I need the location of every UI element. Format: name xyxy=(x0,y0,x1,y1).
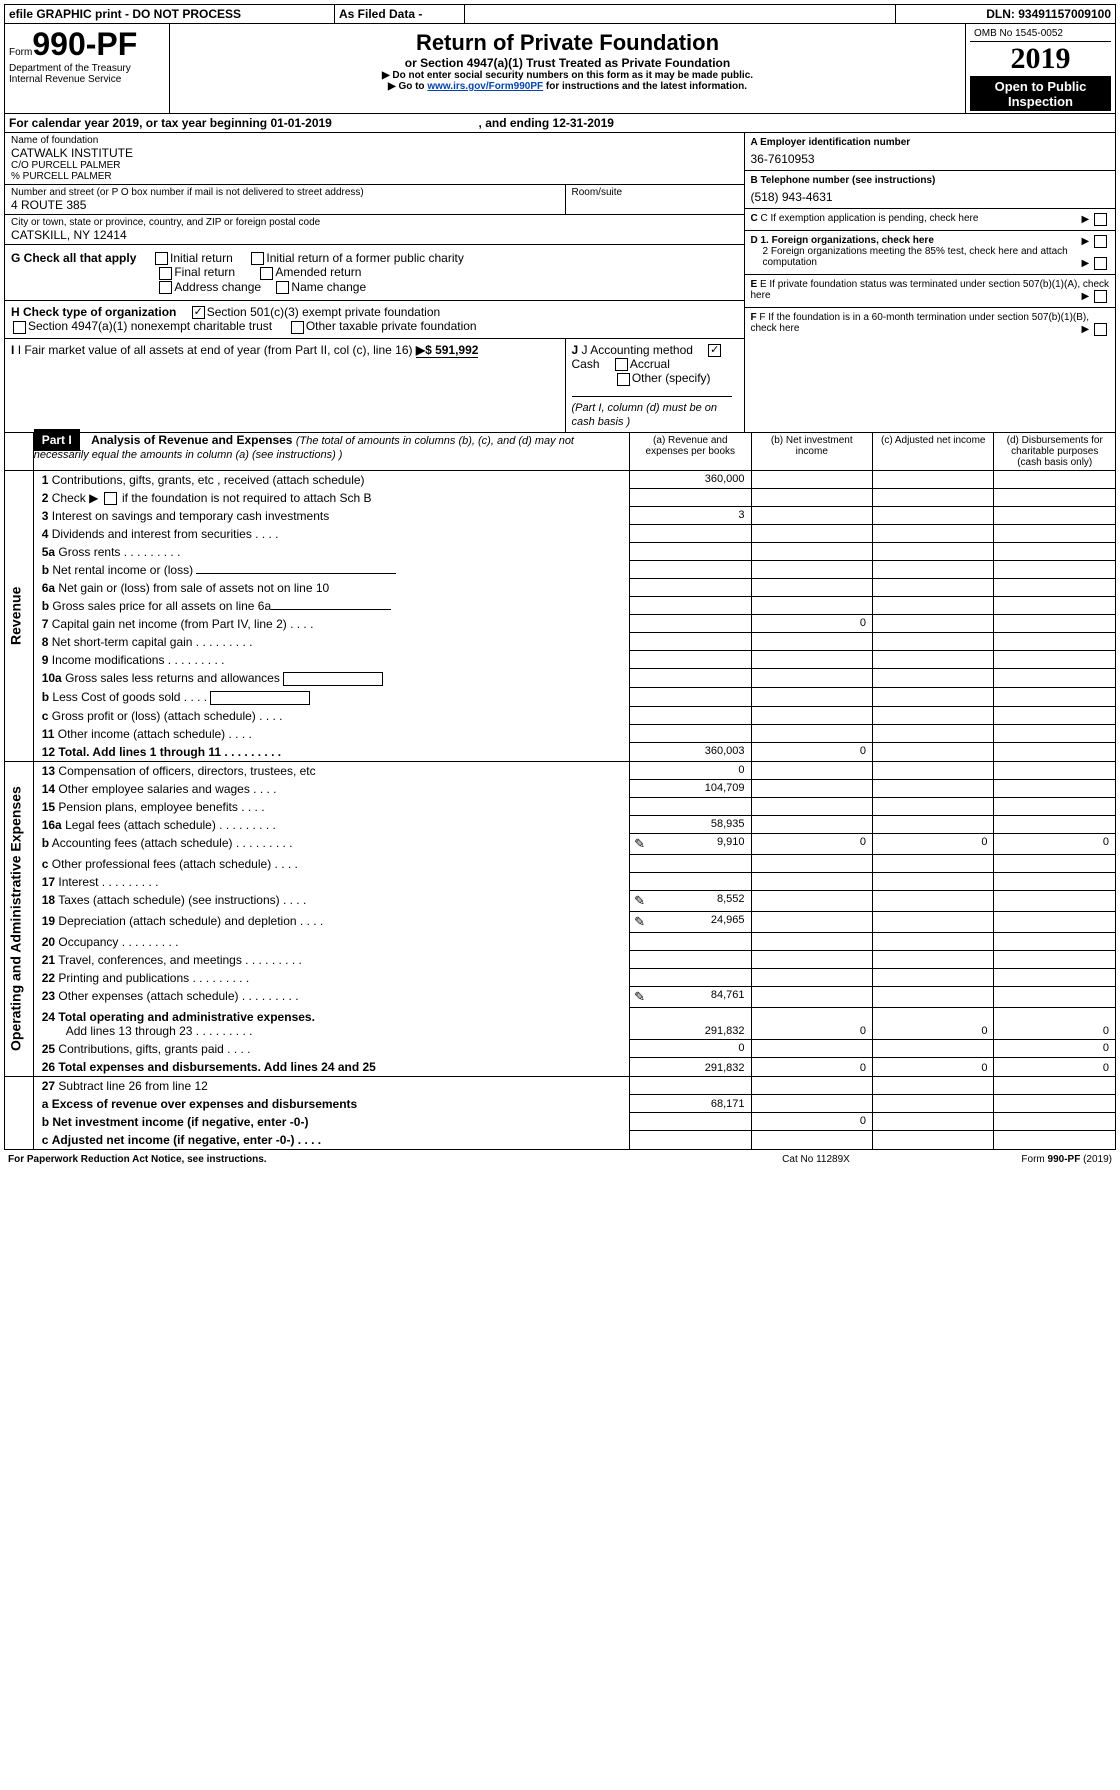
checkbox-accrual[interactable] xyxy=(615,358,628,371)
asfiled-label: As Filed Data - xyxy=(335,5,465,24)
checkbox-address-change[interactable] xyxy=(159,281,172,294)
checkbox-c[interactable] xyxy=(1094,213,1107,226)
dln: DLN: 93491157009100 xyxy=(896,5,1116,24)
checkbox-d2[interactable] xyxy=(1094,257,1107,270)
section-j: J J Accounting method ✓Cash Accrual Othe… xyxy=(565,338,744,431)
checkbox-final-return[interactable] xyxy=(159,267,172,280)
paperwork-notice: For Paperwork Reduction Act Notice, see … xyxy=(4,1152,716,1167)
attach-icon[interactable] xyxy=(634,914,645,930)
checkbox-sch-b[interactable] xyxy=(104,492,117,505)
box-b: B Telephone number (see instructions) (5… xyxy=(745,171,1116,209)
checkbox-initial-former[interactable] xyxy=(251,252,264,265)
checkbox-501c3[interactable]: ✓ xyxy=(192,306,205,319)
box-e: E E If private foundation status was ter… xyxy=(745,275,1116,308)
checkbox-name-change[interactable] xyxy=(276,281,289,294)
city-state-zip: CATSKILL, NY 12414 xyxy=(11,228,738,242)
ein-value: 36-7610953 xyxy=(751,148,1110,166)
attach-icon[interactable] xyxy=(634,836,645,852)
section-g: G Check all that apply Initial return In… xyxy=(5,245,744,301)
open-to-public: Open to Public Inspection xyxy=(970,77,1111,111)
checkbox-other-taxable[interactable] xyxy=(291,321,304,334)
checkbox-d1[interactable] xyxy=(1094,235,1107,248)
section-h: H Check type of organization ✓Section 50… xyxy=(5,300,744,338)
omb: OMB No 1545-0052 xyxy=(970,26,1111,42)
revenue-section-label: Revenue xyxy=(5,470,34,761)
box-c: C C If exemption application is pending,… xyxy=(745,209,1116,231)
checkbox-initial-return[interactable] xyxy=(155,252,168,265)
form-id-footer: Form 990-PF (2019) xyxy=(916,1152,1116,1167)
box-f: F F If the foundation is in a 60-month t… xyxy=(745,308,1116,341)
attach-icon[interactable] xyxy=(634,893,645,909)
fmv-value: ▶$ 591,992 xyxy=(416,343,479,358)
irs-link[interactable]: www.irs.gov/Form990PF xyxy=(427,81,543,92)
box-d: D 1. Foreign organizations, check here ▶… xyxy=(745,231,1116,275)
checkbox-e[interactable] xyxy=(1094,290,1107,303)
top-bar: efile GRAPHIC print - DO NOT PROCESS As … xyxy=(4,4,1116,24)
checkbox-amended[interactable] xyxy=(260,267,273,280)
cat-no: Cat No 11289X xyxy=(716,1152,916,1167)
form-number: 990-PF xyxy=(32,26,137,62)
box-a: A Employer identification number 36-7610… xyxy=(745,133,1116,171)
section-i: I I Fair market value of all assets at e… xyxy=(5,338,565,431)
col-b-header: (b) Net investment income xyxy=(751,433,872,471)
col-a-header: (a) Revenue and expenses per books xyxy=(630,433,751,471)
part-i-table: Part I Analysis of Revenue and Expenses … xyxy=(4,433,1116,1150)
room-suite-label: Room/suite xyxy=(565,185,744,215)
calendar-year-row: For calendar year 2019, or tax year begi… xyxy=(4,114,1116,133)
checkbox-cash[interactable]: ✓ xyxy=(708,344,721,357)
checkbox-f[interactable] xyxy=(1094,323,1107,336)
form-header: Form990-PF Department of the Treasury In… xyxy=(4,24,1116,114)
phone-value: (518) 943-4631 xyxy=(751,186,1110,204)
street-address: 4 ROUTE 385 xyxy=(11,198,559,212)
form-title: Return of Private Foundation xyxy=(174,30,961,56)
expense-section-label: Operating and Administrative Expenses xyxy=(5,761,34,1076)
form-footer: For Paperwork Reduction Act Notice, see … xyxy=(4,1152,1116,1167)
efile-label: efile GRAPHIC print - DO NOT PROCESS xyxy=(5,5,335,24)
entity-info: Name of foundation CATWALK INSTITUTE C/O… xyxy=(4,133,1116,433)
col-c-header: (c) Adjusted net income xyxy=(873,433,994,471)
checkbox-4947[interactable] xyxy=(13,321,26,334)
checkbox-other-method[interactable] xyxy=(617,373,630,386)
tax-year: 2019 xyxy=(970,42,1111,77)
attach-icon[interactable] xyxy=(634,989,645,1005)
foundation-name: CATWALK INSTITUTE xyxy=(11,146,738,160)
col-d-header: (d) Disbursements for charitable purpose… xyxy=(994,433,1116,471)
